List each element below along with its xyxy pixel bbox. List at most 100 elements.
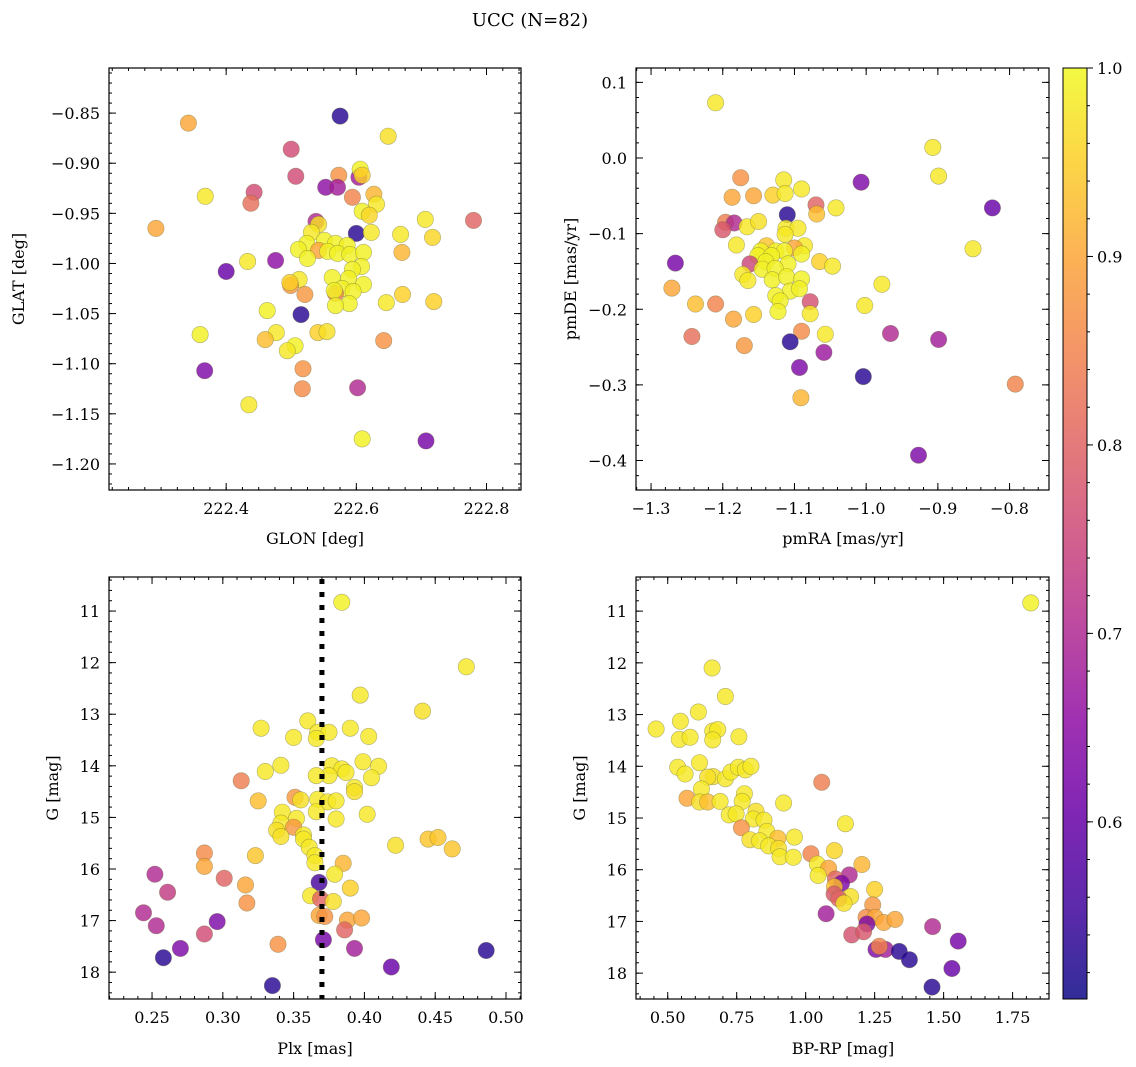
- data-point: [690, 754, 708, 772]
- data-point: [817, 905, 835, 923]
- y-tick-label: 16: [80, 860, 100, 879]
- data-point: [298, 250, 316, 268]
- data-point: [666, 254, 684, 272]
- x-tick-label: 0.50: [650, 1008, 686, 1027]
- data-point: [1006, 375, 1024, 393]
- data-point: [269, 935, 287, 953]
- y-tick-label: −0.4: [588, 452, 627, 471]
- data-point: [326, 297, 344, 315]
- y-tick-label: −1.05: [51, 305, 100, 324]
- x-axis-label: Plx [mas]: [277, 1039, 352, 1058]
- x-tick-label: 0.35: [276, 1008, 312, 1027]
- data-point: [745, 305, 763, 323]
- data-point: [417, 432, 435, 450]
- data-point: [707, 295, 725, 313]
- data-point: [354, 243, 372, 261]
- y-tick-label: 14: [607, 757, 627, 776]
- data-point: [341, 719, 359, 737]
- data-point: [663, 279, 681, 297]
- data-point: [360, 206, 378, 224]
- data-point: [208, 913, 226, 931]
- data-point: [328, 178, 346, 196]
- data-point: [443, 840, 461, 858]
- data-point: [393, 243, 411, 261]
- data-point: [763, 271, 781, 289]
- y-tick-label: 16: [607, 861, 627, 880]
- x-tick-label: −0.8: [990, 499, 1029, 518]
- y-axis-label: pmDE [mas/yr]: [561, 218, 580, 341]
- x-tick-label: 1.50: [926, 1008, 962, 1027]
- y-tick-label: 13: [607, 706, 627, 725]
- data-point: [387, 836, 405, 854]
- data-point: [307, 729, 325, 747]
- x-tick-label: 222.6: [333, 499, 379, 518]
- y-tick-label: −0.3: [588, 376, 627, 395]
- data-point: [477, 941, 495, 959]
- data-point: [327, 810, 345, 828]
- x-tick-label: 0.30: [205, 1008, 241, 1027]
- data-point: [316, 907, 334, 925]
- data-point: [343, 188, 361, 206]
- data-point: [714, 221, 732, 239]
- panel-pmra-pmde: −1.3 −1.2 −1.1 −1.0 −0.9 −0.8 0.1 0.0 −0.1 −0.2 −0…: [588, 67, 1050, 518]
- colorbar-gradient: [1063, 68, 1087, 999]
- y-tick-label: 0.1: [602, 73, 627, 92]
- x-tick-label: 0.50: [488, 1008, 524, 1027]
- data-point: [707, 94, 725, 112]
- data-point: [353, 909, 371, 927]
- data-point: [416, 210, 434, 228]
- x-tick-label: 1.75: [995, 1008, 1031, 1027]
- data-point: [326, 865, 344, 883]
- data-point: [249, 792, 267, 810]
- data-point: [292, 791, 310, 809]
- x-tick-label: −1.0: [847, 499, 886, 518]
- colorbar-tick-label: 0.8: [1097, 436, 1122, 455]
- data-point: [827, 199, 845, 217]
- y-tick-label: 12: [607, 654, 627, 673]
- data-point: [423, 228, 441, 246]
- data-point: [333, 593, 351, 611]
- data-point: [924, 138, 942, 156]
- data-point: [392, 225, 410, 243]
- data-point: [324, 892, 342, 910]
- data-point: [801, 305, 819, 323]
- data-point: [823, 257, 841, 275]
- data-point: [354, 753, 372, 771]
- data-point: [360, 727, 378, 745]
- axes-frame: [108, 67, 522, 491]
- data-point: [135, 904, 153, 922]
- data-point: [196, 362, 214, 380]
- ticks: [109, 577, 521, 999]
- data-point: [246, 847, 264, 865]
- data-point: [379, 127, 397, 145]
- y-tick-label: −0.1: [588, 225, 627, 244]
- data-point: [854, 368, 872, 386]
- y-tick-label: 15: [80, 808, 100, 827]
- data-point: [836, 815, 854, 833]
- colorbar: 0.6 0.7 0.8 0.9 1.0: [1062, 59, 1122, 1000]
- data-point: [730, 728, 748, 746]
- data-point: [337, 763, 355, 781]
- data-point: [307, 767, 325, 785]
- data-point: [256, 331, 274, 349]
- y-tick-label: 11: [80, 602, 100, 621]
- y-tick-label: 14: [80, 757, 100, 776]
- data-point: [215, 869, 233, 887]
- data-point: [425, 293, 443, 311]
- data-points: [663, 94, 1024, 464]
- data-point: [793, 245, 811, 263]
- data-point: [781, 333, 799, 351]
- data-point: [983, 199, 1001, 217]
- data-point: [336, 921, 354, 939]
- y-tick-label: −1.10: [51, 355, 100, 374]
- data-point: [689, 703, 707, 721]
- y-tick-label: 0.0: [602, 149, 627, 168]
- y-tick-label: −0.85: [51, 104, 100, 123]
- data-point: [375, 332, 393, 350]
- panel-plx-g: 0.25 0.30 0.35 0.40 0.45 0.50 11 12 13 14 15 16 17 18: [80, 576, 524, 1027]
- data-point: [815, 343, 833, 361]
- data-point: [146, 865, 164, 883]
- x-tick-label: 0.45: [417, 1008, 453, 1027]
- data-point: [318, 323, 336, 341]
- colorbar-frame: [1062, 67, 1088, 1000]
